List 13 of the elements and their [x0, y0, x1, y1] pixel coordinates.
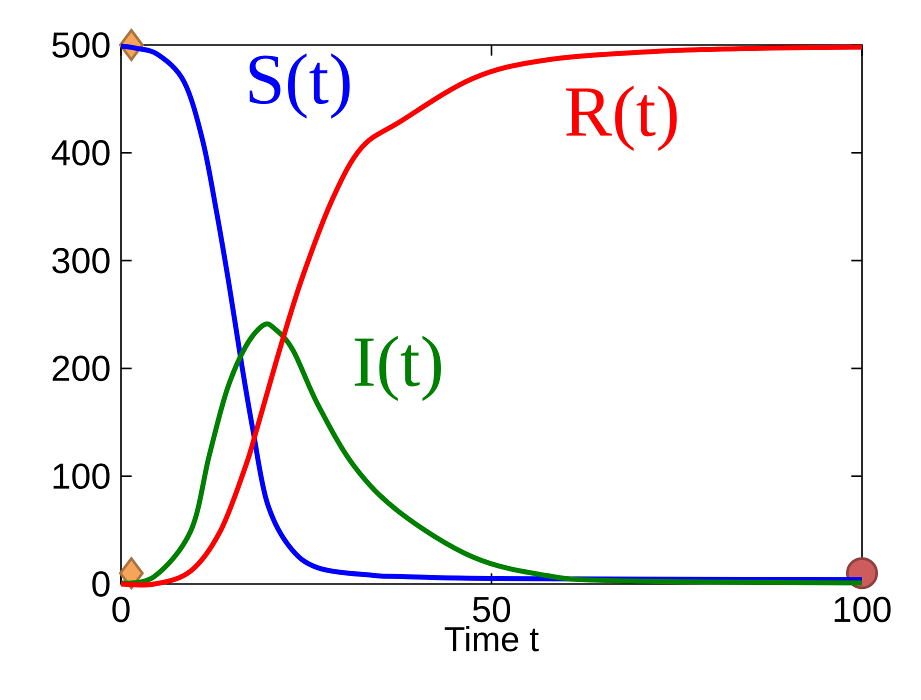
- y-tick-label: 200: [52, 356, 110, 382]
- y-tick-label: 400: [52, 140, 110, 166]
- series-label: I(t): [354, 336, 441, 402]
- y-tick-label: 500: [52, 32, 110, 58]
- x-tick-label: 0: [112, 596, 130, 622]
- x-tick-label: 100: [834, 596, 891, 622]
- x-axis-title: Time t: [444, 626, 539, 652]
- y-tick-label: 300: [52, 248, 110, 274]
- series-label: R(t): [566, 86, 677, 151]
- y-tick-label: 100: [54, 463, 110, 489]
- series-label: S(t): [250, 53, 350, 119]
- y-tick-label: 0: [92, 571, 110, 597]
- x-tick-label: 50: [472, 596, 510, 622]
